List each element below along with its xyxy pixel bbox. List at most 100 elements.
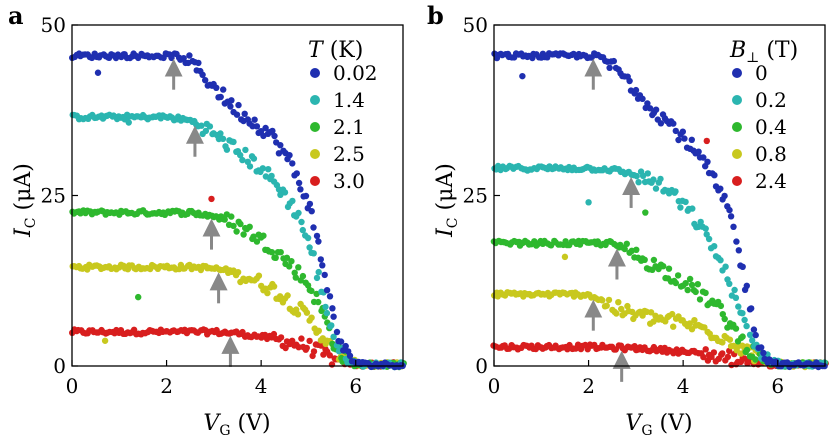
outlier-point (585, 199, 592, 206)
data-point (547, 242, 555, 249)
data-point (330, 333, 337, 340)
data-point (743, 322, 750, 330)
data-point (743, 346, 751, 354)
data-point (652, 185, 660, 192)
y-tick-label: 50 (463, 13, 488, 37)
data-point (727, 213, 735, 220)
legend-marker (732, 122, 742, 132)
data-point (670, 120, 677, 127)
x-ticks-a: 0 2 4 6 (66, 360, 362, 398)
data-point (221, 216, 228, 223)
data-point (289, 197, 296, 205)
legend-title-b: B⊥ (T) (729, 38, 798, 66)
data-point (733, 238, 740, 245)
data-point (652, 106, 660, 113)
data-point (670, 323, 677, 330)
data-point (679, 128, 686, 135)
data-point (613, 310, 620, 317)
data-point (717, 185, 724, 192)
data-point (749, 337, 756, 344)
data-point (233, 111, 241, 118)
data-point (306, 244, 313, 251)
x-tick-label: 6 (349, 374, 362, 398)
data-point (294, 311, 302, 318)
data-point (626, 77, 633, 85)
outlier-point (135, 293, 142, 301)
data-point (313, 274, 321, 282)
y-tick-label: 0 (53, 354, 66, 378)
y-ticks-b: 0 25 50 (463, 13, 500, 378)
data-point (289, 160, 296, 167)
data-point (684, 286, 691, 294)
data-point (752, 356, 759, 363)
data-point (234, 269, 242, 276)
x-tick-label: 0 (66, 374, 79, 398)
y-tick-label: 50 (41, 13, 66, 37)
data-point (735, 303, 742, 310)
data-point (674, 272, 682, 279)
legend-label: 0.4 (755, 115, 787, 139)
data-point (702, 346, 709, 353)
data-point (317, 256, 324, 263)
data-point (737, 350, 745, 357)
data-point (732, 325, 740, 332)
data-point (686, 275, 694, 283)
x-tick-label: 4 (677, 374, 690, 398)
data-point (242, 146, 249, 154)
data-point (264, 289, 271, 297)
data-point (615, 299, 622, 306)
data-point (735, 247, 742, 254)
data-point (660, 263, 667, 270)
data-point (322, 303, 329, 311)
data-point (269, 127, 276, 135)
series-a-2.1 (69, 207, 407, 370)
data-point (618, 305, 625, 313)
data-point (237, 151, 244, 159)
data-point (326, 352, 333, 359)
legend-marker (310, 176, 320, 186)
data-point (202, 127, 210, 135)
data-point (705, 235, 713, 243)
legend-marker (732, 95, 742, 105)
data-point (646, 105, 654, 112)
data-point (323, 309, 331, 317)
outlier-point (101, 337, 109, 344)
data-point (665, 265, 673, 272)
data-point (710, 349, 718, 356)
data-point (741, 316, 748, 324)
data-point (337, 338, 345, 345)
data-point (217, 130, 224, 137)
data-point (639, 95, 646, 103)
data-point (624, 302, 631, 310)
data-point (741, 355, 748, 362)
data-point (323, 287, 331, 294)
data-point (217, 93, 224, 101)
data-point (726, 336, 734, 343)
data-point (672, 188, 679, 195)
data-point (233, 228, 240, 235)
data-point (724, 353, 732, 361)
data-point (321, 271, 328, 279)
data-point (732, 294, 740, 301)
data-point (302, 192, 310, 200)
data-point (299, 272, 307, 280)
data-point (286, 263, 293, 270)
data-point (260, 232, 267, 239)
data-point (346, 352, 354, 359)
data-point (313, 232, 321, 240)
data-point (246, 163, 254, 170)
y-axis-label-b: IC (μA) (433, 163, 461, 238)
data-point (308, 314, 315, 321)
x-tick-label: 6 (771, 374, 784, 398)
data-point (186, 52, 193, 59)
data-point (319, 262, 326, 269)
data-point (282, 344, 289, 352)
x-ticks-b: 0 2 4 6 (488, 360, 784, 398)
data-point (695, 148, 702, 155)
data-point (702, 225, 709, 232)
data-point (295, 264, 302, 271)
outlier-points (94, 69, 215, 344)
legend-label: 0.2 (755, 88, 787, 112)
data-point (271, 132, 278, 140)
